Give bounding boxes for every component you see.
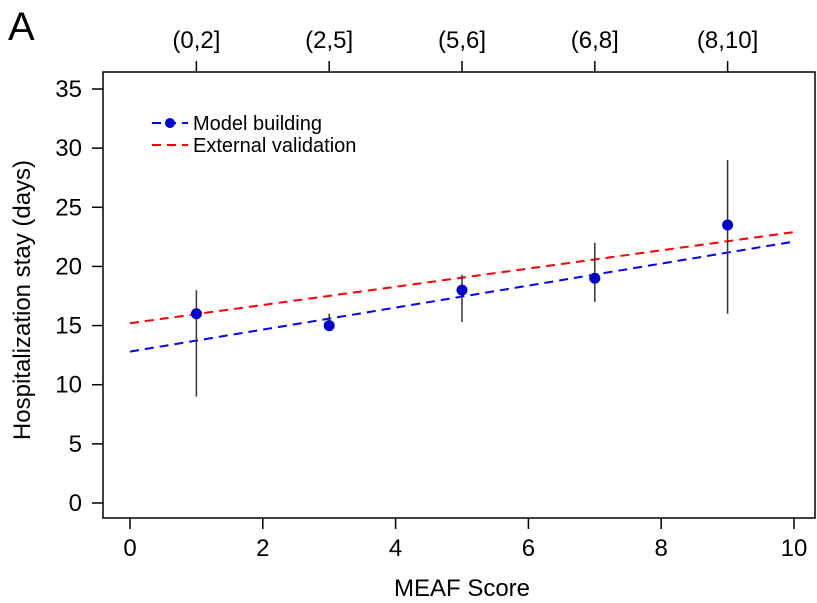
top-tick-label: (0,2] <box>172 27 220 54</box>
y-tick-label: 0 <box>69 490 82 517</box>
legend: Model building External validation <box>152 113 356 157</box>
x-tick-label: 0 <box>123 535 136 562</box>
data-point <box>722 219 734 231</box>
y-tick-label: 30 <box>55 135 82 162</box>
plot-frame <box>102 71 816 519</box>
legend-marker-model-building <box>165 118 175 128</box>
y-tick-label: 35 <box>55 76 82 103</box>
x-tick-label: 10 <box>781 535 808 562</box>
x-tick-label: 2 <box>256 535 269 562</box>
data-point <box>190 308 202 320</box>
panel-label: A <box>8 5 35 49</box>
data-points <box>190 219 734 332</box>
y-tick-label: 25 <box>55 194 82 221</box>
x-axis-title: MEAF Score <box>394 575 530 602</box>
legend-label-external-validation: External validation <box>193 135 356 157</box>
x-axis: 0 2 4 6 8 10 <box>123 518 807 562</box>
legend-label-model-building: Model building <box>193 113 322 135</box>
top-tick-label: (2,5] <box>305 27 353 54</box>
x-tick-label: 8 <box>655 535 668 562</box>
top-tick-label: (5,6] <box>438 27 486 54</box>
data-point <box>323 320 335 332</box>
data-point <box>456 284 468 296</box>
y-tick-label: 10 <box>55 372 82 399</box>
error-bars <box>195 159 729 397</box>
top-tick-label: (8,10] <box>697 27 758 54</box>
y-tick-label: 15 <box>55 313 82 340</box>
y-tick-label: 5 <box>69 431 82 458</box>
y-axis-title: Hospitalization stay (days) <box>9 160 36 440</box>
x-tick-label: 4 <box>389 535 402 562</box>
y-axis: 0 5 10 15 20 25 30 35 <box>55 76 103 517</box>
y-tick-label: 20 <box>55 253 82 280</box>
data-point <box>589 272 601 284</box>
top-axis: (0,2] (2,5] (5,6] (6,8] (8,10] <box>172 27 758 72</box>
top-tick-label: (6,8] <box>571 27 619 54</box>
x-tick-label: 6 <box>522 535 535 562</box>
